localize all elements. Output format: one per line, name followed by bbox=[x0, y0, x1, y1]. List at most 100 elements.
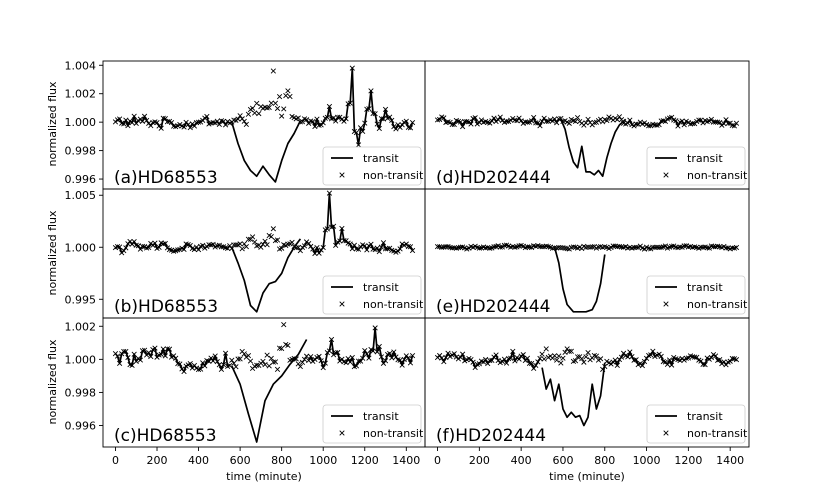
x-tick-label-f-6: 1200 bbox=[674, 454, 702, 467]
non-transit-marker-c-124 bbox=[370, 348, 376, 354]
non-transit-marker-d-137 bbox=[721, 120, 727, 127]
non-transit-marker-a-123 bbox=[368, 88, 374, 94]
non-transit-marker-f-100 bbox=[643, 355, 650, 361]
non-transit-marker-e-118 bbox=[681, 243, 687, 249]
panel-b: 0.995 1.000 1.005 (b)HD68553 transit non-tran… bbox=[65, 188, 426, 319]
y-tick-label-b-1: 1.000 bbox=[65, 241, 97, 254]
non-transit-marker-b-19 bbox=[152, 240, 158, 246]
non-transit-marker-e-104 bbox=[652, 244, 658, 250]
non-transit-marker-a-78 bbox=[274, 105, 281, 112]
non-transit-marker-c-19 bbox=[152, 345, 158, 351]
non-transit-marker-a-133 bbox=[389, 117, 395, 123]
non-transit-marker-b-75 bbox=[268, 234, 274, 240]
non-transit-marker-c-118 bbox=[357, 358, 364, 364]
plot-area-e bbox=[434, 242, 740, 313]
non-transit-marker-c-17 bbox=[148, 353, 154, 360]
non-transit-marker-a-140 bbox=[403, 118, 409, 124]
non-transit-marker-f-41 bbox=[520, 352, 526, 358]
non-transit-marker-c-68 bbox=[254, 362, 260, 368]
non-transit-marker-a-76 bbox=[270, 68, 276, 74]
non-transit-marker-c-40 bbox=[195, 366, 202, 373]
non-transit-marker-f-56 bbox=[551, 353, 558, 359]
non-transit-marker-f-57 bbox=[554, 357, 560, 363]
common-labels: time (minute) time (minute) normalized f… bbox=[46, 81, 625, 483]
non-transit-marker-f-71 bbox=[583, 354, 589, 360]
non-transit-marker-d-63 bbox=[566, 120, 572, 126]
non-transit-marker-c-16 bbox=[146, 350, 152, 356]
non-transit-marker-f-18 bbox=[472, 364, 478, 371]
non-transit-marker-f-102 bbox=[648, 352, 654, 358]
non-transit-marker-a-9 bbox=[131, 113, 137, 119]
non-transit-marker-a-52 bbox=[220, 118, 227, 124]
non-transit-marker-b-128 bbox=[378, 244, 384, 250]
non-transit-marker-a-135 bbox=[393, 126, 399, 132]
plot-area-f bbox=[434, 346, 740, 427]
non-transit-marker-f-126 bbox=[698, 358, 704, 364]
non-transit-marker-d-33 bbox=[503, 118, 510, 124]
non-transit-marker-d-49 bbox=[537, 123, 543, 129]
non-transit-marker-b-12 bbox=[137, 246, 144, 252]
non-transit-marker-a-62 bbox=[241, 118, 247, 124]
non-transit-marker-d-131 bbox=[708, 116, 714, 122]
non-transit-marker-d-72 bbox=[585, 116, 591, 123]
non-transit-marker-a-5 bbox=[123, 117, 129, 123]
non-transit-marker-e-25 bbox=[487, 245, 493, 251]
non-transit-marker-c-24 bbox=[162, 353, 168, 359]
non-transit-marker-d-46 bbox=[531, 114, 537, 121]
non-transit-marker-a-36 bbox=[187, 125, 193, 131]
non-transit-marker-c-2 bbox=[117, 360, 123, 367]
x-tick-label-c-7: 1400 bbox=[392, 454, 420, 467]
non-transit-marker-c-104 bbox=[328, 336, 335, 343]
non-transit-marker-f-2 bbox=[439, 355, 445, 361]
non-transit-marker-c-138 bbox=[399, 362, 405, 368]
non-transit-marker-a-77 bbox=[272, 100, 279, 106]
series-transit-f bbox=[541, 362, 606, 427]
legend-non-transit-swatch-c bbox=[339, 430, 345, 436]
non-transit-marker-a-64 bbox=[245, 111, 252, 117]
non-transit-marker-f-49 bbox=[537, 355, 543, 362]
non-transit-marker-a-69 bbox=[256, 110, 262, 117]
non-transit-marker-d-3 bbox=[441, 115, 447, 121]
non-transit-marker-d-30 bbox=[497, 114, 503, 120]
non-transit-marker-d-66 bbox=[572, 118, 579, 124]
non-transit-marker-f-98 bbox=[639, 363, 646, 369]
non-transit-marker-a-88 bbox=[295, 115, 301, 121]
non-transit-marker-c-60 bbox=[237, 356, 243, 362]
x-axis-label-right: time (minute) bbox=[549, 470, 625, 483]
non-transit-marker-b-98 bbox=[316, 250, 322, 256]
non-transit-marker-a-105 bbox=[330, 115, 337, 121]
non-transit-marker-c-139 bbox=[401, 356, 407, 363]
non-transit-marker-c-106 bbox=[333, 350, 339, 356]
non-transit-marker-c-77 bbox=[272, 359, 279, 365]
non-transit-marker-a-53 bbox=[222, 122, 229, 128]
non-transit-marker-d-57 bbox=[554, 120, 560, 126]
non-transit-marker-a-49 bbox=[214, 118, 220, 124]
x-tick-label-c-4: 800 bbox=[271, 454, 292, 467]
non-transit-marker-c-114 bbox=[349, 354, 355, 361]
non-transit-marker-e-4 bbox=[443, 244, 449, 250]
non-transit-marker-c-122 bbox=[366, 355, 372, 361]
non-transit-marker-c-83 bbox=[285, 342, 291, 349]
non-transit-marker-d-118 bbox=[681, 122, 687, 128]
non-transit-marker-c-119 bbox=[360, 355, 366, 361]
non-transit-marker-a-103 bbox=[326, 103, 333, 110]
non-transit-marker-d-52 bbox=[543, 118, 549, 125]
non-transit-marker-a-2 bbox=[117, 116, 123, 122]
non-transit-marker-b-11 bbox=[135, 243, 141, 249]
y-tick-label-a-1: 0.998 bbox=[65, 145, 97, 158]
non-transit-marker-e-2 bbox=[439, 244, 445, 251]
non-transit-marker-b-78 bbox=[274, 237, 281, 243]
non-transit-marker-f-76 bbox=[593, 353, 600, 359]
non-transit-marker-f-88 bbox=[618, 354, 625, 360]
non-transit-marker-c-51 bbox=[218, 366, 225, 373]
non-transit-marker-e-94 bbox=[631, 244, 637, 251]
non-transit-marker-b-108 bbox=[337, 238, 343, 244]
non-transit-marker-d-13 bbox=[462, 118, 468, 125]
non-transit-marker-b-85 bbox=[289, 239, 295, 245]
non-transit-marker-c-23 bbox=[160, 346, 166, 352]
non-transit-marker-a-20 bbox=[154, 119, 160, 126]
non-transit-marker-e-132 bbox=[710, 243, 717, 250]
subplot-grid: 0.996 0.998 1.000 1.002 1.004 (a)HD68553 trans… bbox=[65, 59, 750, 467]
legend-f: transit non-transit bbox=[646, 404, 748, 444]
non-transit-marker-f-25 bbox=[487, 357, 493, 364]
